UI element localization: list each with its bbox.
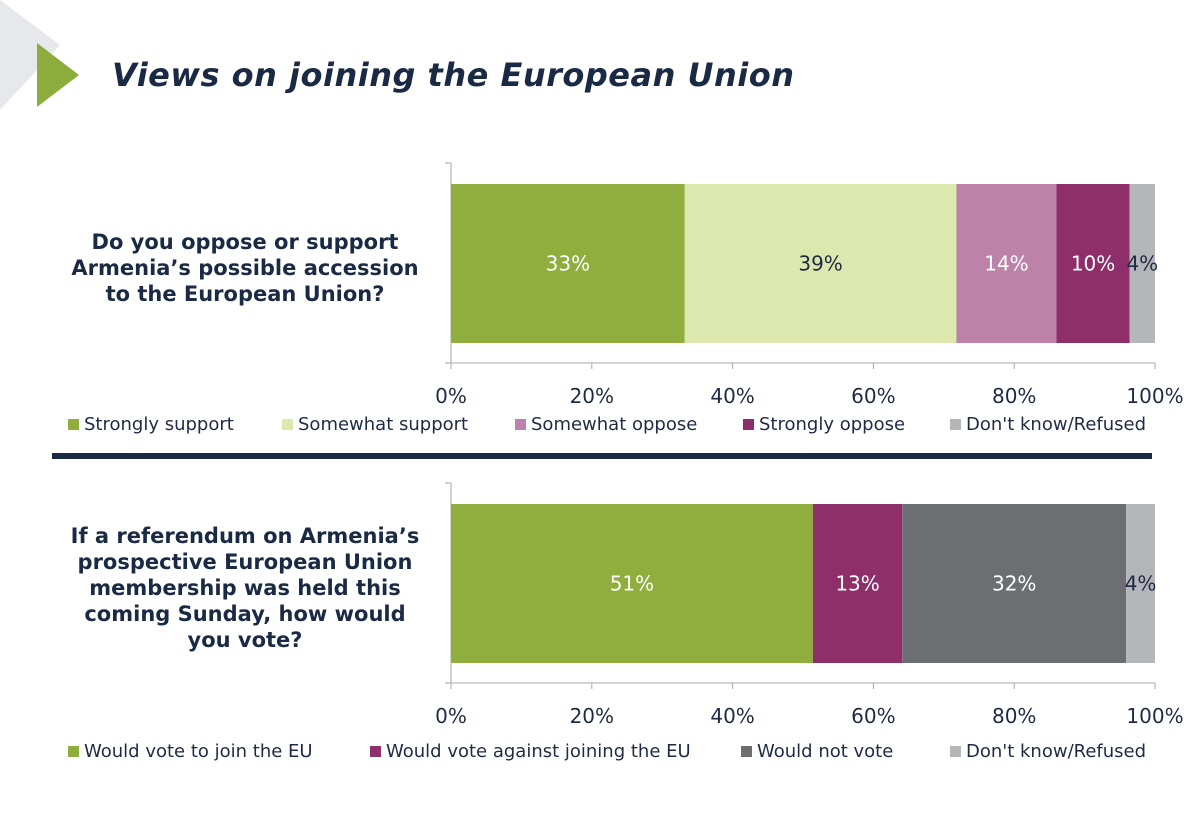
bar-segment xyxy=(1056,184,1130,343)
legend-label: Don't know/Refused xyxy=(966,741,1147,762)
legend-item: Would not vote xyxy=(741,741,893,762)
bar-segment xyxy=(451,184,685,343)
legend-item: Somewhat oppose xyxy=(515,414,697,435)
legend-swatch xyxy=(282,419,293,430)
legend-item: Somewhat support xyxy=(282,414,468,435)
x-tick-label: 0% xyxy=(435,704,467,728)
bar-segment xyxy=(1126,504,1155,663)
legend-swatch xyxy=(515,419,526,430)
legend-item: Don't know/Refused xyxy=(950,414,1146,435)
data-label: 13% xyxy=(835,572,879,596)
x-tick-label: 40% xyxy=(710,704,754,728)
bar-segment xyxy=(902,504,1127,663)
bar-segment xyxy=(956,184,1057,343)
legend-2: Would vote to join the EU Would vote agai… xyxy=(68,741,1168,765)
legend-swatch xyxy=(68,746,79,757)
data-label: 32% xyxy=(992,572,1036,596)
legend-swatch xyxy=(743,419,754,430)
x-tick-label: 100% xyxy=(1126,704,1183,728)
data-label: 10% xyxy=(1071,252,1115,276)
legend-item: Would vote against joining the EU xyxy=(370,741,691,762)
legend-swatch xyxy=(741,746,752,757)
bar-segment xyxy=(451,504,813,663)
play-arrow-icon xyxy=(37,43,79,107)
legend-1: Strongly support Somewhat support Somewhat… xyxy=(68,414,1168,438)
bar-segment xyxy=(1129,184,1155,343)
data-label: 14% xyxy=(984,252,1028,276)
corner-grey-triangle xyxy=(0,0,60,110)
legend-label: Don't know/Refused xyxy=(966,414,1147,435)
legend-item: Would vote to join the EU xyxy=(68,741,313,762)
x-tick-label: 20% xyxy=(570,384,614,408)
legend-item: Strongly support xyxy=(68,414,234,435)
page-title: Views on joining the European Union xyxy=(112,56,795,94)
legend-swatch xyxy=(950,746,961,757)
x-tick-label: 0% xyxy=(435,384,467,408)
x-tick-label: 40% xyxy=(710,384,754,408)
x-tick-label: 60% xyxy=(851,384,895,408)
legend-swatch xyxy=(950,419,961,430)
x-tick-label: 100% xyxy=(1126,384,1183,408)
chart-2: 0% 20% 40% 60% 80% 100% 51% 13% 32% 4% xyxy=(435,482,1184,728)
legend-swatch xyxy=(370,746,381,757)
chart-1: 0% 20% 40% 60% 80% 100% 33% 39% 14% 10% 4% xyxy=(435,162,1184,408)
section-divider xyxy=(52,453,1152,459)
question-2: If a referendum on Armenia’s prospective… xyxy=(70,524,420,652)
legend-label: Would not vote xyxy=(757,741,894,762)
x-tick-label: 80% xyxy=(992,384,1036,408)
x-tick-label: 80% xyxy=(992,704,1036,728)
legend-label: Strongly oppose xyxy=(759,414,906,435)
data-label: 39% xyxy=(798,252,842,276)
legend-label: Would vote to join the EU xyxy=(84,741,313,762)
legend-swatch xyxy=(68,419,79,430)
data-label: 4% xyxy=(1125,572,1157,596)
bar-segment xyxy=(684,184,957,343)
corner-decoration xyxy=(0,0,79,110)
legend-item: Strongly oppose xyxy=(743,414,905,435)
x-tick-label: 60% xyxy=(851,704,895,728)
legend-label: Would vote against joining the EU xyxy=(386,741,691,762)
data-label: 33% xyxy=(546,252,590,276)
data-label: 51% xyxy=(610,572,654,596)
question-1: Do you oppose or support Armenia’s possi… xyxy=(71,230,419,306)
x-tick-label: 20% xyxy=(570,704,614,728)
legend-label: Strongly support xyxy=(84,414,234,435)
legend-label: Somewhat oppose xyxy=(531,414,698,435)
legend-label: Somewhat support xyxy=(298,414,469,435)
bar-segment xyxy=(812,504,903,663)
data-label: 4% xyxy=(1126,252,1158,276)
legend-item: Don't know/Refused xyxy=(950,741,1146,762)
